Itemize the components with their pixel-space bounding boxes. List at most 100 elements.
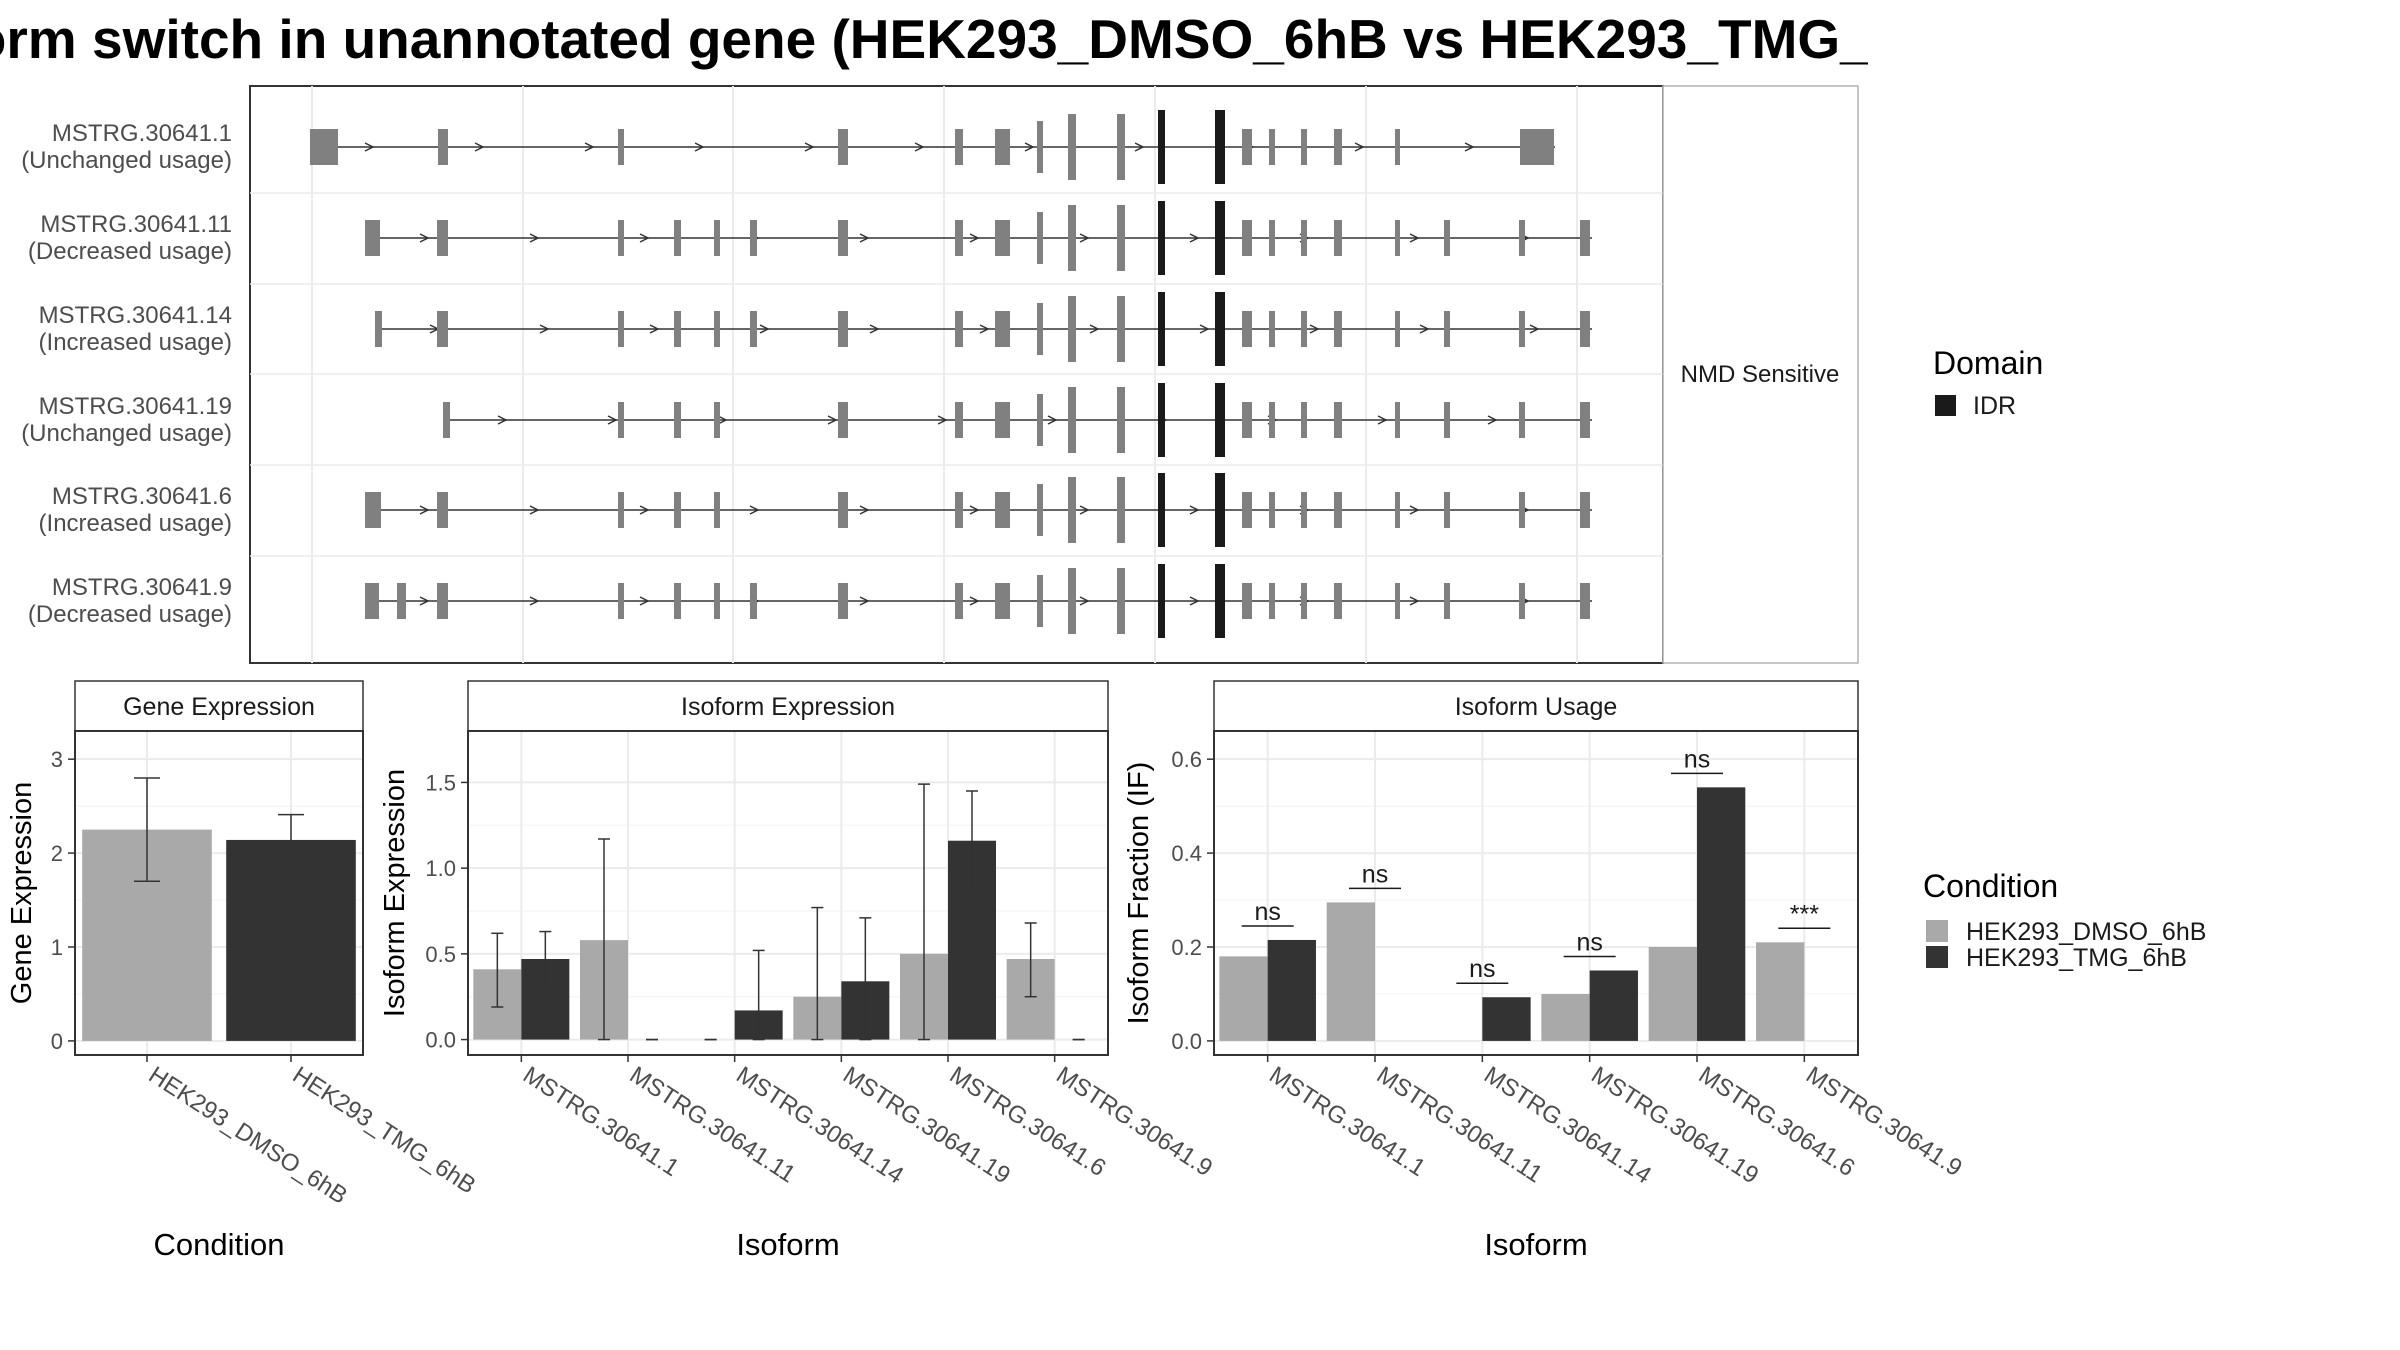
exon-block (1301, 311, 1307, 347)
exon-block (618, 583, 624, 619)
direction-arrow (1079, 233, 1090, 243)
condition-legend-title: Condition (1923, 868, 2058, 904)
direction-arrow (639, 505, 650, 515)
direction-arrow (1024, 142, 1035, 152)
exon-block (1395, 583, 1400, 619)
exon-block (995, 492, 1003, 528)
dmso-legend-swatch (1926, 920, 1948, 942)
direction-arrow (1464, 142, 1475, 152)
direction-arrow (1089, 324, 1100, 334)
isoform-label-usage: (Unchanged usage) (21, 420, 232, 447)
direction-arrow (859, 596, 870, 606)
y-tick-label: 0.0 (1171, 1029, 1202, 1054)
idr-legend-label: IDR (1973, 392, 2016, 420)
y-tick-label: 0.5 (425, 942, 456, 967)
exon-block (1301, 492, 1307, 528)
isoform-label-id: MSTRG.30641.6 (52, 483, 232, 510)
direction-arrow (649, 324, 660, 334)
idr-domain (1158, 473, 1165, 547)
exon-block (618, 129, 624, 165)
exon-block (750, 311, 757, 347)
exon-block (955, 220, 963, 256)
direction-arrow (759, 324, 770, 334)
exon-block (955, 129, 963, 165)
structure-grid (250, 86, 1663, 663)
plot-title: Isoform switch in unannotated gene (HEK2… (0, 8, 1993, 70)
exon-block (995, 583, 1003, 619)
bar (226, 839, 356, 1041)
exon-block (618, 402, 624, 438)
isoform-track (365, 201, 1592, 275)
bar (1219, 956, 1268, 1041)
exon-block (1580, 583, 1590, 619)
panel-border (1213, 730, 1859, 1056)
exon-block (1117, 477, 1125, 543)
exon-block (1000, 311, 1010, 347)
direction-arrow (1199, 324, 1210, 334)
isoform-track (365, 564, 1592, 638)
exon-block (1117, 205, 1125, 271)
direction-arrow (869, 324, 880, 334)
exon-block (714, 492, 720, 528)
isoform-structure-panel: NMD Sensitive MSTRG.30641.1(Unchanged us… (21, 85, 1859, 664)
exon-block (365, 220, 380, 256)
condition-legend: Condition HEK293_DMSO_6hB HEK293_TMG_6hB (1923, 868, 2206, 972)
tmg-legend-label: HEK293_TMG_6hB (1966, 944, 2187, 972)
significance-label: *** (1790, 900, 1819, 928)
bar (1697, 787, 1746, 1041)
exon-block (1395, 129, 1400, 165)
structure-rows (310, 110, 1592, 638)
x-axis-title: Condition (154, 1227, 285, 1262)
y-tick-label: 1.5 (425, 770, 456, 795)
isoform-label-id: MSTRG.30641.11 (40, 211, 232, 238)
exon-block (838, 492, 848, 528)
exon-block (1519, 583, 1525, 619)
exon-block (1000, 492, 1010, 528)
direction-arrow (969, 596, 980, 606)
direction-arrow (1189, 505, 1200, 515)
exon-block (1037, 484, 1043, 536)
exon-block (1068, 205, 1076, 271)
exon-block (365, 492, 381, 528)
exon-block (1395, 220, 1400, 256)
exon-block (674, 220, 681, 256)
significance-label: ns (1576, 928, 1602, 956)
isoform-track (310, 110, 1555, 184)
isoform-label-usage: (Increased usage) (39, 329, 232, 356)
exon-block (838, 583, 848, 619)
exon-block (1444, 583, 1450, 619)
panel-strip-label: Isoform Expression (681, 693, 895, 721)
exon-block (1242, 402, 1252, 438)
exon-block (714, 583, 720, 619)
exon-block (1334, 583, 1342, 619)
exon-block (438, 129, 448, 165)
exon-block (310, 129, 338, 165)
isoform-track (375, 292, 1592, 366)
significance-label: ns (1684, 745, 1710, 773)
exon-block (1395, 311, 1400, 347)
direction-arrow (1134, 142, 1145, 152)
exon-block (714, 311, 720, 347)
y-tick-label: 3 (51, 747, 63, 772)
direction-arrow (1419, 324, 1430, 334)
idr-domain (1158, 564, 1165, 638)
direction-arrow (717, 415, 728, 425)
bar (1267, 939, 1316, 1041)
exon-block (1037, 303, 1043, 355)
exon-block (618, 220, 624, 256)
direction-arrow (639, 596, 650, 606)
exon-block (1068, 114, 1076, 180)
direction-arrow (1189, 596, 1200, 606)
direction-arrow (1047, 415, 1058, 425)
exon-block (1334, 311, 1342, 347)
isoform-usage-chart: Isoform Usagensnsnsnsns***0.00.20.40.6MS… (1123, 680, 1967, 1262)
exon-block (1580, 220, 1590, 256)
tmg-legend-swatch (1926, 946, 1948, 968)
exon-block (1334, 220, 1342, 256)
idr-domain (1215, 564, 1225, 638)
direction-arrow (694, 142, 705, 152)
panel-strip-label: Isoform Usage (1455, 693, 1618, 721)
exon-block (437, 583, 448, 619)
x-axis-title: Isoform (736, 1227, 839, 1262)
bar (1482, 997, 1531, 1041)
